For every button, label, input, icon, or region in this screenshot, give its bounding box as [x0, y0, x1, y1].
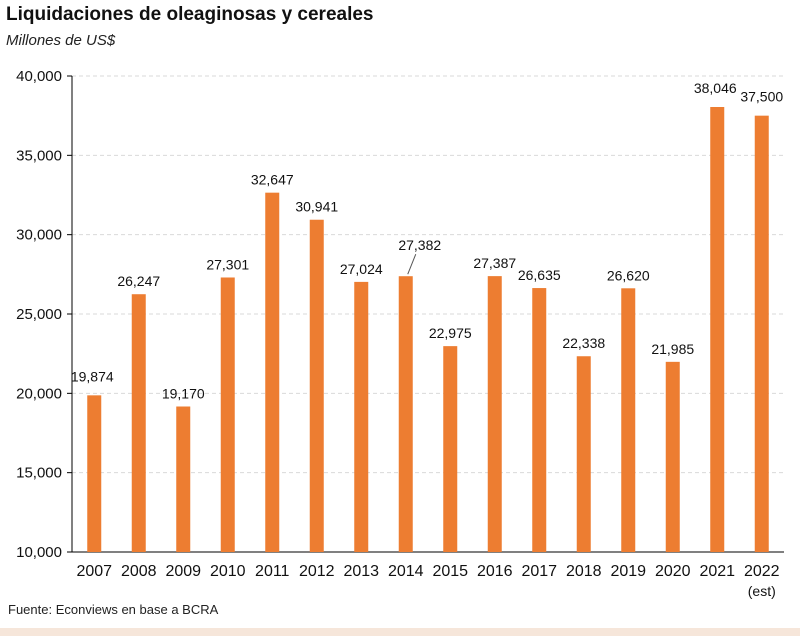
x-tick-label-2018: 2018	[566, 563, 602, 580]
chart-subtitle: Millones de US$	[6, 32, 116, 49]
value-label-2022: 37,500	[740, 89, 783, 105]
x-tick-sublabel-2022: (est)	[748, 583, 776, 599]
chart-title: Liquidaciones de oleaginosas y cereales	[6, 4, 374, 25]
bar-chart: 10,000 15,000 20,000 25,000 30,000 35,000 40,0…	[16, 68, 784, 599]
value-label-2014: 27,382	[398, 237, 441, 253]
bar-2021	[710, 107, 725, 552]
x-tick-label-2015: 2015	[432, 563, 468, 580]
x-tick-label-2020: 2020	[655, 563, 691, 580]
y-tick-label: 10,000	[16, 544, 62, 561]
x-tick-label-2011: 2011	[255, 563, 290, 580]
bar-2019	[621, 288, 636, 552]
value-label-2015: 22,975	[429, 325, 472, 341]
x-tick-label-2010: 2010	[210, 563, 246, 580]
leader-line-2014	[407, 254, 417, 275]
x-tick-label-2008: 2008	[121, 563, 157, 580]
y-tick-label: 40,000	[16, 68, 62, 85]
y-tick-label: 35,000	[16, 147, 62, 164]
bar-2014	[398, 276, 413, 552]
bar-2011	[265, 192, 280, 552]
bar-2012	[309, 219, 324, 552]
y-tick-label: 15,000	[16, 465, 62, 482]
x-tick-label-2021: 2021	[699, 563, 735, 580]
value-label-2008: 26,247	[117, 273, 160, 289]
x-tick-label-2019: 2019	[610, 563, 646, 580]
bar-2018	[576, 356, 591, 552]
bar-2020	[665, 361, 680, 552]
value-label-2019: 26,620	[607, 267, 650, 283]
bar-2008	[131, 294, 146, 552]
bar-2016	[487, 276, 502, 552]
value-label-2009: 19,170	[162, 386, 205, 402]
x-tick-label-2009: 2009	[165, 563, 201, 580]
bar-2017	[532, 288, 547, 552]
x-tick-label-2014: 2014	[388, 563, 424, 580]
value-label-2020: 21,985	[651, 341, 694, 357]
bar-2022	[754, 115, 769, 553]
x-tick-label-2007: 2007	[76, 563, 112, 580]
bar-2013	[354, 281, 369, 552]
value-label-2018: 22,338	[562, 335, 605, 351]
x-tick-label-2022: 2022	[744, 563, 780, 580]
x-tick-label-2013: 2013	[343, 563, 379, 580]
x-tick-label-2016: 2016	[477, 563, 513, 580]
value-label-2021: 38,046	[694, 80, 737, 96]
y-tick-label: 30,000	[16, 227, 62, 244]
value-label-2007: 19,874	[71, 368, 114, 384]
value-label-2017: 26,635	[518, 267, 561, 283]
value-label-2013: 27,024	[340, 261, 383, 277]
value-label-2012: 30,941	[295, 199, 338, 215]
bottom-band	[0, 628, 800, 636]
x-tick-label-2017: 2017	[521, 563, 557, 580]
value-label-2011: 32,647	[251, 172, 294, 188]
value-label-2010: 27,301	[206, 256, 249, 272]
source-note: Fuente: Econviews en base a BCRA	[8, 602, 219, 617]
y-tick-label: 25,000	[16, 306, 62, 323]
bar-2015	[443, 346, 458, 552]
value-label-2016: 27,387	[473, 255, 516, 271]
bar-2007	[87, 395, 102, 552]
bar-2009	[176, 406, 191, 552]
x-tick-label-2012: 2012	[299, 563, 335, 580]
bar-2010	[220, 277, 235, 552]
y-tick-label: 20,000	[16, 385, 62, 402]
